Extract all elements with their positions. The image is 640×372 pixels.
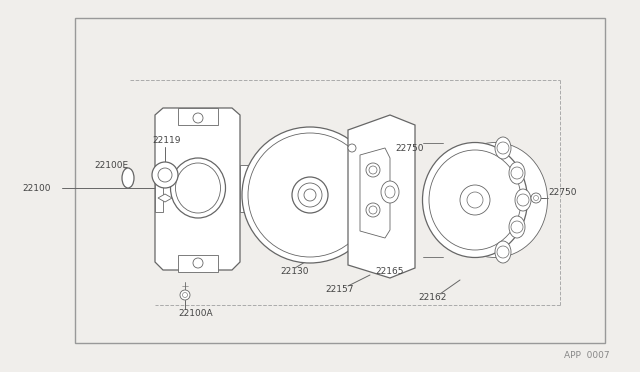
Circle shape: [193, 258, 203, 268]
Circle shape: [511, 167, 523, 179]
Ellipse shape: [381, 181, 399, 203]
Polygon shape: [158, 194, 172, 202]
Text: 22119: 22119: [152, 135, 180, 144]
Bar: [75, 18, 605, 343]
Circle shape: [366, 163, 380, 177]
Ellipse shape: [509, 216, 525, 238]
Polygon shape: [155, 165, 163, 212]
Circle shape: [193, 113, 203, 123]
Polygon shape: [155, 108, 240, 270]
Circle shape: [497, 142, 509, 154]
Ellipse shape: [429, 150, 521, 250]
Text: 22165: 22165: [375, 267, 403, 276]
Circle shape: [348, 144, 356, 152]
Text: 22750: 22750: [395, 144, 424, 153]
Polygon shape: [178, 255, 218, 272]
Circle shape: [248, 133, 372, 257]
Text: 22100: 22100: [22, 183, 51, 192]
Circle shape: [517, 194, 529, 206]
Circle shape: [534, 196, 538, 201]
Circle shape: [304, 189, 316, 201]
Polygon shape: [360, 148, 390, 238]
Circle shape: [369, 166, 377, 174]
Text: 22162: 22162: [418, 294, 446, 302]
Circle shape: [292, 177, 328, 213]
Ellipse shape: [495, 241, 511, 263]
Circle shape: [531, 193, 541, 203]
Text: APP  0007: APP 0007: [564, 350, 610, 359]
Circle shape: [158, 168, 172, 182]
Ellipse shape: [422, 142, 527, 257]
Ellipse shape: [122, 168, 134, 188]
Circle shape: [460, 185, 490, 215]
Circle shape: [180, 290, 190, 300]
Text: 22157: 22157: [325, 285, 353, 295]
Ellipse shape: [495, 137, 511, 159]
Polygon shape: [240, 165, 248, 212]
Ellipse shape: [442, 142, 547, 257]
Text: 22100E: 22100E: [94, 160, 128, 170]
Circle shape: [467, 192, 483, 208]
Circle shape: [497, 246, 509, 258]
Circle shape: [298, 183, 322, 207]
Text: 22750: 22750: [548, 187, 577, 196]
Circle shape: [369, 206, 377, 214]
Ellipse shape: [170, 158, 225, 218]
Ellipse shape: [509, 162, 525, 184]
Circle shape: [152, 162, 178, 188]
Polygon shape: [178, 108, 218, 125]
Circle shape: [511, 221, 523, 233]
Ellipse shape: [385, 186, 395, 198]
Ellipse shape: [515, 189, 531, 211]
Text: 22130: 22130: [280, 267, 308, 276]
Ellipse shape: [175, 163, 221, 213]
Circle shape: [366, 203, 380, 217]
Circle shape: [182, 292, 188, 298]
Polygon shape: [348, 115, 415, 278]
Text: 22100A: 22100A: [178, 308, 212, 317]
Circle shape: [242, 127, 378, 263]
